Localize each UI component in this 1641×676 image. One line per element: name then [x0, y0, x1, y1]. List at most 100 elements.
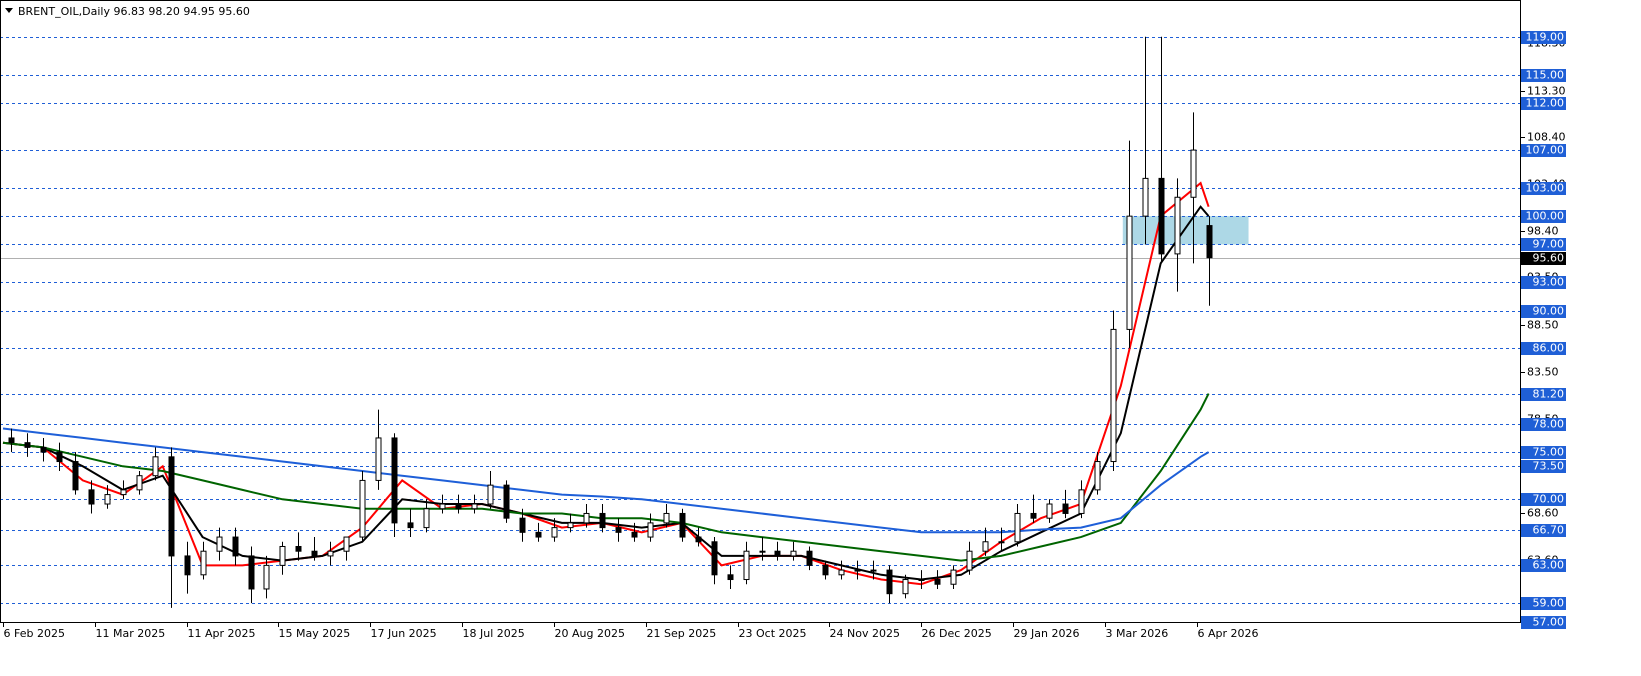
candle-body [1030, 512, 1037, 519]
level-label-box [1521, 276, 1566, 289]
candle-body [1014, 512, 1021, 543]
candle-body [790, 550, 797, 557]
x-tick-label: 15 May 2025 [279, 627, 351, 640]
candle-body [1206, 225, 1213, 259]
candle-body [216, 536, 223, 552]
candle-body [24, 442, 31, 448]
candle-body [8, 437, 15, 444]
candle-body [806, 550, 813, 566]
candle-body [72, 461, 79, 491]
candle-body [950, 569, 957, 585]
level-label: 81.20 [1533, 388, 1565, 401]
level-label: 78.00 [1533, 418, 1565, 431]
candle-body [679, 512, 686, 538]
candle-body [519, 517, 526, 533]
candle-body [423, 508, 430, 529]
candle-body [104, 494, 111, 505]
candle-body [583, 512, 590, 524]
level-label-box [1521, 210, 1566, 223]
candle-body [327, 550, 334, 557]
x-tick-label: 17 Jun 2025 [371, 627, 437, 640]
candle-body [1094, 461, 1101, 491]
candle-body [248, 555, 255, 590]
candle-body [168, 456, 175, 557]
candle-body [1126, 215, 1133, 330]
x-tick-label: 11 Apr 2025 [188, 627, 256, 640]
level-label: 70.00 [1533, 493, 1565, 506]
candle-body [232, 536, 239, 557]
x-tick-label: 21 Sep 2025 [647, 627, 717, 640]
level-label: 107.00 [1526, 144, 1565, 157]
candle-body [599, 512, 606, 529]
candle-body [439, 503, 446, 510]
x-tick-label: 6 Apr 2026 [1198, 627, 1259, 640]
candle-body [503, 484, 510, 519]
candle-body [998, 541, 1005, 544]
level-label: 115.00 [1526, 69, 1565, 82]
level-label: 103.00 [1526, 182, 1565, 195]
candle-body [1046, 503, 1053, 519]
level-label: 97.00 [1533, 238, 1565, 251]
level-label: 90.00 [1533, 305, 1565, 318]
level-label: 100.00 [1526, 210, 1565, 223]
level-label-box [1521, 524, 1566, 537]
level-label-box [1521, 238, 1566, 251]
candle-body [535, 531, 542, 538]
y-tick-label: 83.50 [1527, 366, 1559, 379]
level-label-box [1521, 69, 1566, 82]
candle-body [279, 545, 286, 566]
moving-average-line [2, 427, 1210, 534]
y-tick-label: 108.40 [1527, 131, 1566, 144]
level-label-box [1521, 616, 1566, 629]
current-price-box [1521, 252, 1566, 265]
candle-body [631, 531, 638, 538]
level-label-box [1521, 446, 1566, 459]
candle-body [918, 579, 925, 582]
candle-body [567, 522, 574, 529]
level-label-box [1521, 342, 1566, 355]
candle-body [184, 555, 191, 576]
level-label-box [1521, 559, 1566, 572]
candle-body [120, 489, 127, 496]
level-label-box [1521, 388, 1566, 401]
candle-body [88, 489, 95, 505]
candle-body [711, 541, 718, 576]
y-tick-label: 113.30 [1527, 85, 1566, 98]
x-tick-label: 6 Feb 2025 [4, 627, 65, 640]
zone-rectangle [1122, 216, 1249, 245]
level-label-box [1521, 597, 1566, 610]
level-label: 86.00 [1533, 342, 1565, 355]
candle-body [838, 569, 845, 576]
x-tick-label: 26 Dec 2025 [922, 627, 992, 640]
candle-body [615, 527, 622, 533]
menu-arrow[interactable] [5, 8, 13, 13]
x-tick-label: 18 Jul 2025 [463, 627, 525, 640]
candle-body [1190, 149, 1197, 198]
level-label-box [1521, 460, 1566, 473]
x-tick-label: 29 Jan 2026 [1014, 627, 1080, 640]
candle-body [295, 545, 302, 552]
candle-body [487, 484, 494, 505]
x-tick-label: 3 Mar 2026 [1106, 627, 1169, 640]
candle-body [343, 536, 350, 552]
candle-body [551, 527, 558, 538]
candle-body [311, 550, 318, 557]
candle-body [56, 451, 63, 463]
candle-body [152, 456, 159, 477]
candle-body [902, 579, 909, 595]
y-tick-label: 88.50 [1527, 319, 1559, 332]
candle-body [759, 550, 766, 553]
candle-body [407, 522, 414, 529]
level-label-box [1521, 182, 1566, 195]
moving-average-line [2, 181, 1210, 586]
chart-title: BRENT_OIL,Daily 96.83 98.20 94.95 95.60 [18, 5, 250, 18]
level-label-box [1521, 144, 1566, 157]
x-tick-label: 11 Mar 2025 [96, 627, 166, 640]
level-label: 75.00 [1533, 446, 1565, 459]
level-label: 57.00 [1533, 616, 1565, 629]
plot-frame [0, 0, 1521, 623]
level-label: 59.00 [1533, 597, 1565, 610]
candle-body [1174, 196, 1181, 255]
